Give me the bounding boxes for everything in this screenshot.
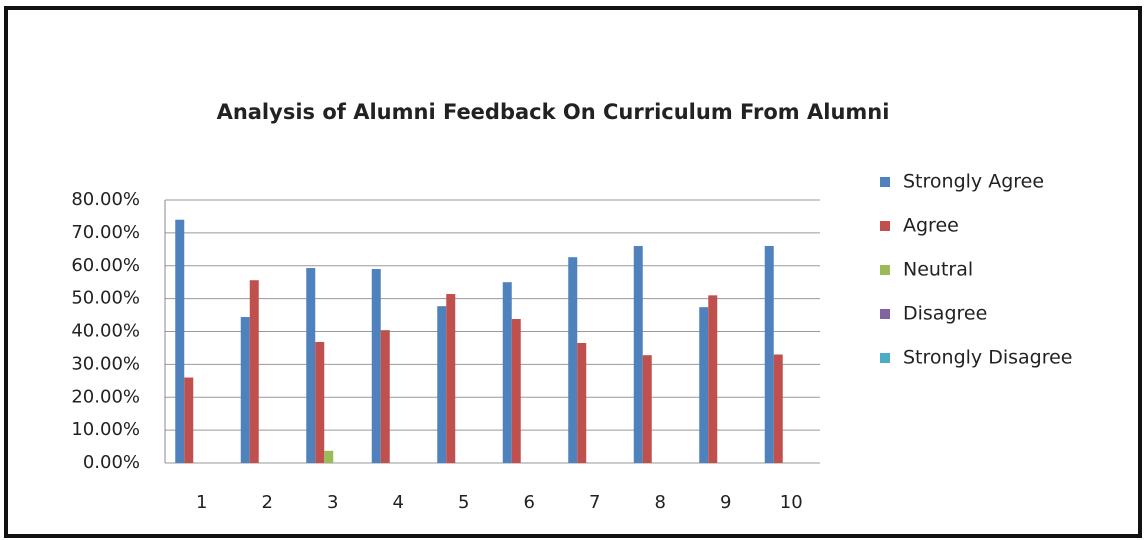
bar [306,268,316,463]
legend-label: Neutral [903,259,973,281]
bar [324,450,334,463]
bar [642,355,652,463]
y-tick-label: 10.00% [71,419,140,440]
x-tick-label: 7 [589,492,600,513]
bar [437,306,447,463]
y-tick-label: 20.00% [71,386,140,407]
bar [249,280,259,463]
x-tick-label: 10 [780,492,803,513]
x-tick-label: 4 [393,492,404,513]
bar [175,219,185,463]
legend-swatch [880,177,890,187]
y-tick-label: 70.00% [71,222,140,243]
legend-label: Strongly Agree [903,171,1044,193]
bar [708,295,718,463]
bar [315,342,325,463]
legend-label: Agree [903,215,959,237]
legend-swatch [880,265,890,275]
bar [699,307,709,463]
bar [502,282,512,463]
x-tick-label: 2 [262,492,273,513]
bar [773,354,783,463]
x-tick-label: 5 [458,492,469,513]
legend-swatch [880,309,890,319]
x-tick-label: 1 [196,492,207,513]
y-tick-label: 80.00% [71,189,140,210]
y-tick-label: 30.00% [71,353,140,374]
bar [577,343,587,463]
bar [633,246,643,463]
x-tick-label: 8 [655,492,666,513]
legend-label: Strongly Disagree [903,347,1072,369]
bar [371,269,381,463]
legend-label: Disagree [903,303,987,325]
y-tick-label: 50.00% [71,288,140,309]
bar [240,317,250,463]
x-tick-label: 6 [524,492,535,513]
chart-title: Analysis of Alumni Feedback On Curriculu… [217,100,890,124]
bar [380,330,390,463]
bar [184,377,194,463]
y-tick-label: 60.00% [71,255,140,276]
bar [568,257,578,463]
x-tick-label: 9 [720,492,731,513]
bar [511,319,521,463]
y-tick-label: 0.00% [83,452,140,473]
legend-swatch [880,221,890,231]
bar [764,246,774,463]
x-tick-label: 3 [327,492,338,513]
y-tick-label: 40.00% [71,321,140,342]
bar [446,294,456,463]
legend-swatch [880,353,890,363]
